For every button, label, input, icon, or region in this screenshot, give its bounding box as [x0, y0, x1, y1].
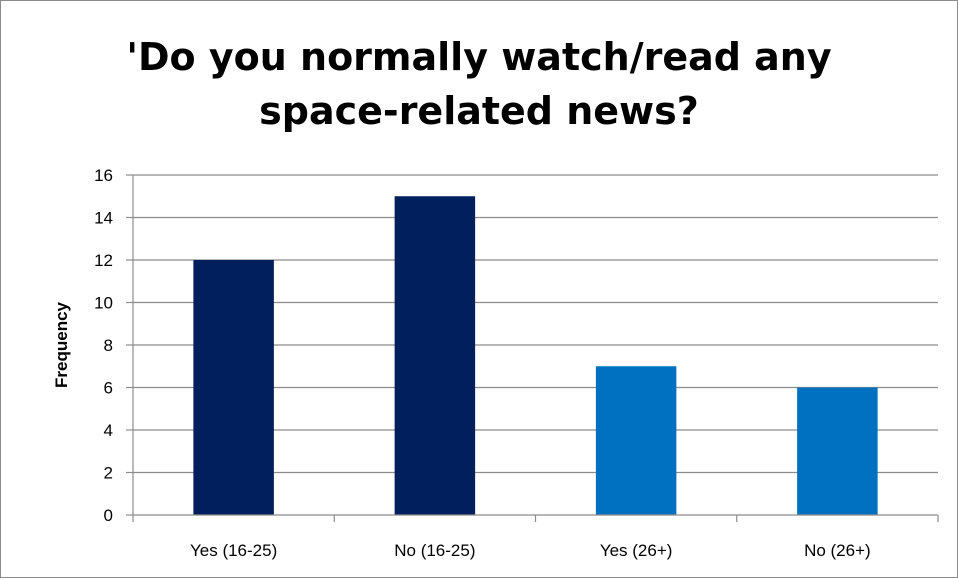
axes: [126, 174, 939, 522]
y-tick-label: 0: [104, 506, 113, 525]
x-tick-label: No (16-25): [394, 541, 475, 560]
chart-title: 'Do you normally watch/read any space-re…: [0, 30, 958, 138]
chart-title-line-2: space-related news?: [259, 89, 699, 133]
x-tick-label: No (26+): [804, 541, 871, 560]
y-axis-label: Frequency: [52, 301, 71, 388]
x-tick-label: Yes (16-25): [190, 541, 277, 560]
bar-3: [595, 366, 677, 515]
y-tick-label: 12: [94, 251, 113, 270]
bars: [193, 196, 878, 515]
y-tick-label: 10: [94, 294, 113, 313]
y-tick-label: 16: [94, 166, 113, 185]
y-tick-label: 6: [104, 379, 113, 398]
chart-title-line-1: 'Do you normally watch/read any: [126, 35, 832, 79]
bar-4: [797, 387, 878, 515]
y-tick-label: 4: [104, 421, 113, 440]
y-tick-label: 2: [104, 464, 113, 483]
bar-2: [394, 196, 476, 515]
y-tick-labels: 0 2 4 6 8 10 12 14 16: [94, 166, 113, 525]
x-tick-label: Yes (26+): [600, 541, 673, 560]
y-tick-label: 8: [104, 336, 113, 355]
x-tick-labels: Yes (16-25) No (16-25) Yes (26+) No (26+): [190, 541, 871, 560]
y-tick-label: 14: [94, 209, 113, 228]
bar-1: [193, 260, 274, 515]
